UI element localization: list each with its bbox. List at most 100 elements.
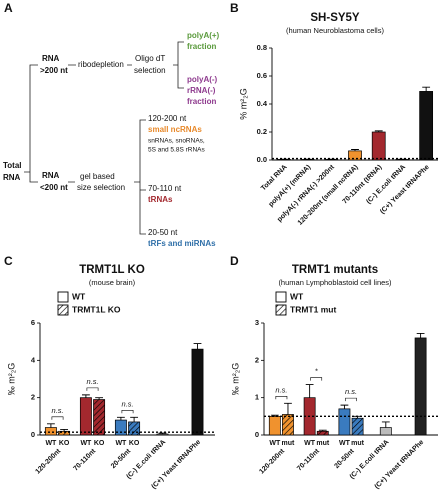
node-label: >200 nt [40,66,68,75]
annotation: n.s. [345,387,357,396]
x-tick-label: 70-110nt [72,447,97,472]
bar-label: WT [269,440,281,447]
x-tick-label: 120-200nt [258,447,286,475]
x-tick-label: 70-110nt [296,447,321,472]
error-bar [305,384,314,398]
legend-swatch [275,291,287,303]
y-tick-label: 2 [31,393,35,402]
chart-subtitle: (human Lymphoblastoid cell lines) [278,278,392,287]
chart-subtitle: (human Neuroblastoma cells) [286,26,384,35]
panel-label: C [4,254,13,268]
bar-label: KO [94,440,105,447]
y-tick-label: 2 [255,355,259,364]
legend-hatch [58,305,68,315]
significance-bracket [310,377,323,381]
x-tick-label: polyA(+) (mRNA) [268,164,313,209]
bar-label: mut [282,440,296,447]
annotation: * [315,367,319,376]
bar-hatch [282,414,294,435]
panel-label: D [230,254,239,268]
panel-label: A [4,1,13,15]
fraction-label: tRFs and miRNAs [148,239,216,248]
output-label: fraction [187,97,216,106]
node-label: RNA [42,54,60,63]
annotation: n.s. [275,385,287,394]
node-label: RNA [3,173,21,182]
legend-label: WT [72,291,86,301]
error-bar [351,149,359,151]
error-bar [416,333,425,338]
bar-label: mut [316,440,330,447]
y-tick-label: 1 [255,393,259,402]
bar [414,337,427,436]
y-tick-label: 4 [31,355,36,364]
error-bar [284,402,292,415]
legend-hatch [276,305,286,315]
error-bar [193,343,202,350]
fraction-label: tRNAs [148,195,173,204]
size-label: 120-200 nt [148,114,187,123]
bar-label: WT [45,440,57,447]
error-bar [270,414,279,417]
fraction-note: snRNAs, snoRNAs, [148,138,205,145]
significance-bracket [51,416,64,420]
x-tick-label: 20-50nt [110,447,133,470]
node-label: <200 nt [40,183,68,192]
output-label: polyA(+) [187,31,220,40]
bar-label: WT [304,440,316,447]
y-tick-label: 0.2 [257,127,267,136]
error-bar [81,394,90,398]
output-label: fraction [187,42,216,51]
y-tick-label: 3 [255,318,259,327]
bar-hatch [93,399,105,435]
y-tick-label: 6 [31,318,35,327]
x-tick-label: 20-50nt [333,447,356,470]
step-label: ribodepletion [78,60,124,69]
panel-label: B [230,1,239,15]
significance-bracket [345,397,357,402]
error-bar [158,432,167,435]
y-tick-label: 0.6 [257,71,267,80]
bar [348,150,362,161]
connector [24,64,38,183]
chart-title: SH-SY5Y [310,12,360,24]
bar [156,433,169,436]
bar-hatch [317,431,329,435]
bar-label: KO [59,440,70,447]
significance-bracket [86,387,99,391]
significance-bracket [275,395,288,400]
size-label: 70-110 nt [148,184,182,193]
legend-label: TRMT1 mut [290,304,336,314]
error-bar [340,404,349,409]
error-bar [374,130,383,132]
fraction-label: small ncRNAs [148,125,202,134]
bar-hatch [352,418,364,435]
significance-bracket [121,409,134,414]
chart-subtitle: (mouse brain) [89,278,136,287]
y-axis-label: % m²₂G [238,88,248,120]
error-bar [130,416,139,422]
y-axis-label: ‰ m²₂G [230,363,240,396]
bar [191,348,204,436]
connector [68,41,184,89]
bar-label: WT [115,440,127,447]
annotation: n.s. [86,377,98,386]
bar-hatch [128,421,140,435]
error-bar [95,397,104,400]
connector [68,119,146,235]
y-tick-label: 0 [255,430,259,439]
bar [79,397,92,436]
step-label: size selection [77,183,125,192]
bar [419,91,434,161]
legend-swatch [57,291,69,303]
y-tick-label: 0 [31,430,35,439]
x-tick-label: (C+) Yeast tRNAPhe [379,164,431,216]
step-label: gel based [80,172,115,181]
chart-title: TRMT1 mutants [292,264,378,276]
output-label: rRNA(-) [187,86,216,95]
error-bar [46,423,55,428]
annotation: n.s. [121,399,133,408]
bar-label: WT [80,440,92,447]
bar-label: KO [129,440,140,447]
